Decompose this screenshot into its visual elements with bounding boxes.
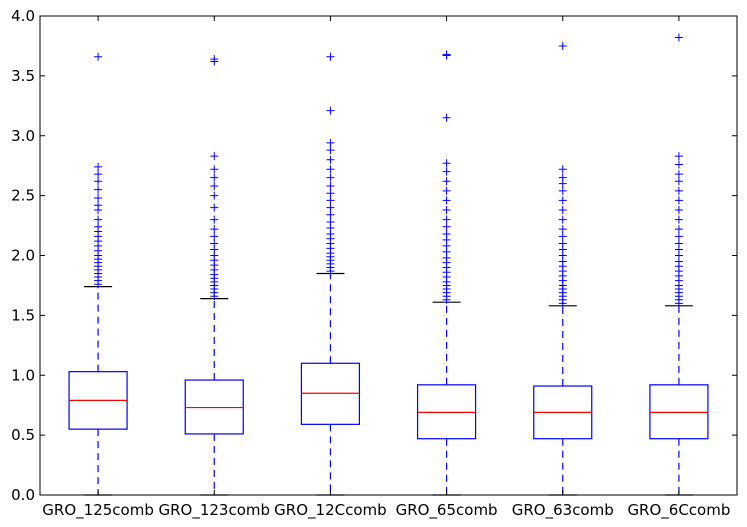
plot-background — [40, 16, 737, 495]
outlier-point — [674, 225, 683, 234]
outlier-point — [210, 215, 219, 224]
y-tick-label: 3.0 — [11, 127, 35, 145]
outlier-point — [558, 173, 567, 182]
x-tick-label: GRO_65comb — [396, 501, 498, 520]
box-group — [649, 33, 709, 496]
outlier-point — [558, 205, 567, 214]
outlier-point — [674, 239, 683, 248]
outlier-point — [326, 182, 335, 191]
outlier-point — [558, 225, 567, 234]
y-tick-label: 2.5 — [11, 187, 35, 205]
outlier-point — [558, 196, 567, 205]
outlier-point — [94, 162, 103, 171]
outlier-point — [210, 232, 219, 241]
outlier-point — [442, 222, 451, 231]
outlier-point — [326, 146, 335, 155]
outlier-point — [558, 239, 567, 248]
outlier-point — [674, 33, 683, 42]
outlier-point — [442, 177, 451, 186]
outlier-point — [94, 170, 103, 179]
outlier-point — [210, 203, 219, 212]
x-tick-label: GRO_125comb — [42, 501, 154, 520]
outlier-point — [558, 165, 567, 174]
y-tick-label: 2.0 — [11, 247, 35, 265]
y-tick-label: 0.0 — [11, 486, 35, 504]
outlier-point — [326, 165, 335, 174]
outlier-point — [326, 203, 335, 212]
outlier-point — [94, 222, 103, 231]
outlier-point — [94, 52, 103, 61]
outlier-point — [442, 196, 451, 205]
outlier-point — [210, 165, 219, 174]
outlier-point — [210, 173, 219, 182]
x-tick-label: GRO_63comb — [512, 501, 614, 520]
outlier-point — [94, 194, 103, 203]
y-tick-label: 1.0 — [11, 366, 35, 384]
outlier-point — [326, 106, 335, 115]
plot-frame — [39, 15, 738, 496]
outlier-point — [442, 113, 451, 122]
outlier-point — [674, 152, 683, 161]
outlier-point — [442, 50, 451, 59]
x-tick-label: GRO_6Ccomb — [627, 501, 730, 520]
outlier-point — [558, 232, 567, 241]
box-group — [184, 55, 244, 496]
outlier-point — [558, 41, 567, 50]
outlier-point — [326, 138, 335, 147]
outlier-point — [326, 210, 335, 219]
outlier-point — [326, 155, 335, 164]
outlier-point — [210, 225, 219, 234]
outlier-point — [210, 239, 219, 248]
outlier-point — [674, 170, 683, 179]
outlier-point — [326, 52, 335, 61]
outlier-point — [442, 159, 451, 168]
outlier-point — [210, 191, 219, 200]
outlier-point — [442, 215, 451, 224]
x-tick-label: GRO_12Ccomb — [274, 501, 386, 520]
outlier-point — [558, 186, 567, 195]
outlier-point — [210, 182, 219, 191]
x-tick-label: GRO_123comb — [158, 501, 270, 520]
x-axis: GRO_125comb GRO_123comb GRO_12Ccomb GRO_65c… — [42, 16, 730, 520]
outlier-point — [210, 152, 219, 161]
outlier-point — [674, 215, 683, 224]
outlier-point — [558, 215, 567, 224]
outlier-point — [94, 215, 103, 224]
outlier-point — [674, 177, 683, 186]
outlier-point — [94, 177, 103, 186]
y-tick-label: 0.5 — [11, 426, 35, 444]
y-tick-label: 1.5 — [11, 306, 35, 324]
y-tick-label: 4.0 — [11, 7, 35, 25]
outlier-point — [674, 205, 683, 214]
outlier-point — [326, 196, 335, 205]
y-tick-label: 3.5 — [11, 67, 35, 85]
outlier-point — [442, 186, 451, 195]
outlier-point — [210, 55, 219, 64]
outlier-point — [674, 196, 683, 205]
box-group — [68, 52, 128, 496]
y-axis: 0.0 0.5 1.0 1.5 2.0 2.5 3.0 3.5 4.0 — [11, 7, 737, 504]
outlier-point — [674, 160, 683, 169]
outlier-point — [442, 205, 451, 214]
outlier-point — [674, 186, 683, 195]
outlier-point — [94, 201, 103, 210]
outlier-point — [94, 185, 103, 194]
outlier-point — [442, 229, 451, 238]
outlier-point — [326, 217, 335, 226]
outlier-point — [442, 167, 451, 176]
outlier-point — [326, 173, 335, 182]
outlier-point — [674, 232, 683, 241]
outlier-point — [326, 189, 335, 198]
